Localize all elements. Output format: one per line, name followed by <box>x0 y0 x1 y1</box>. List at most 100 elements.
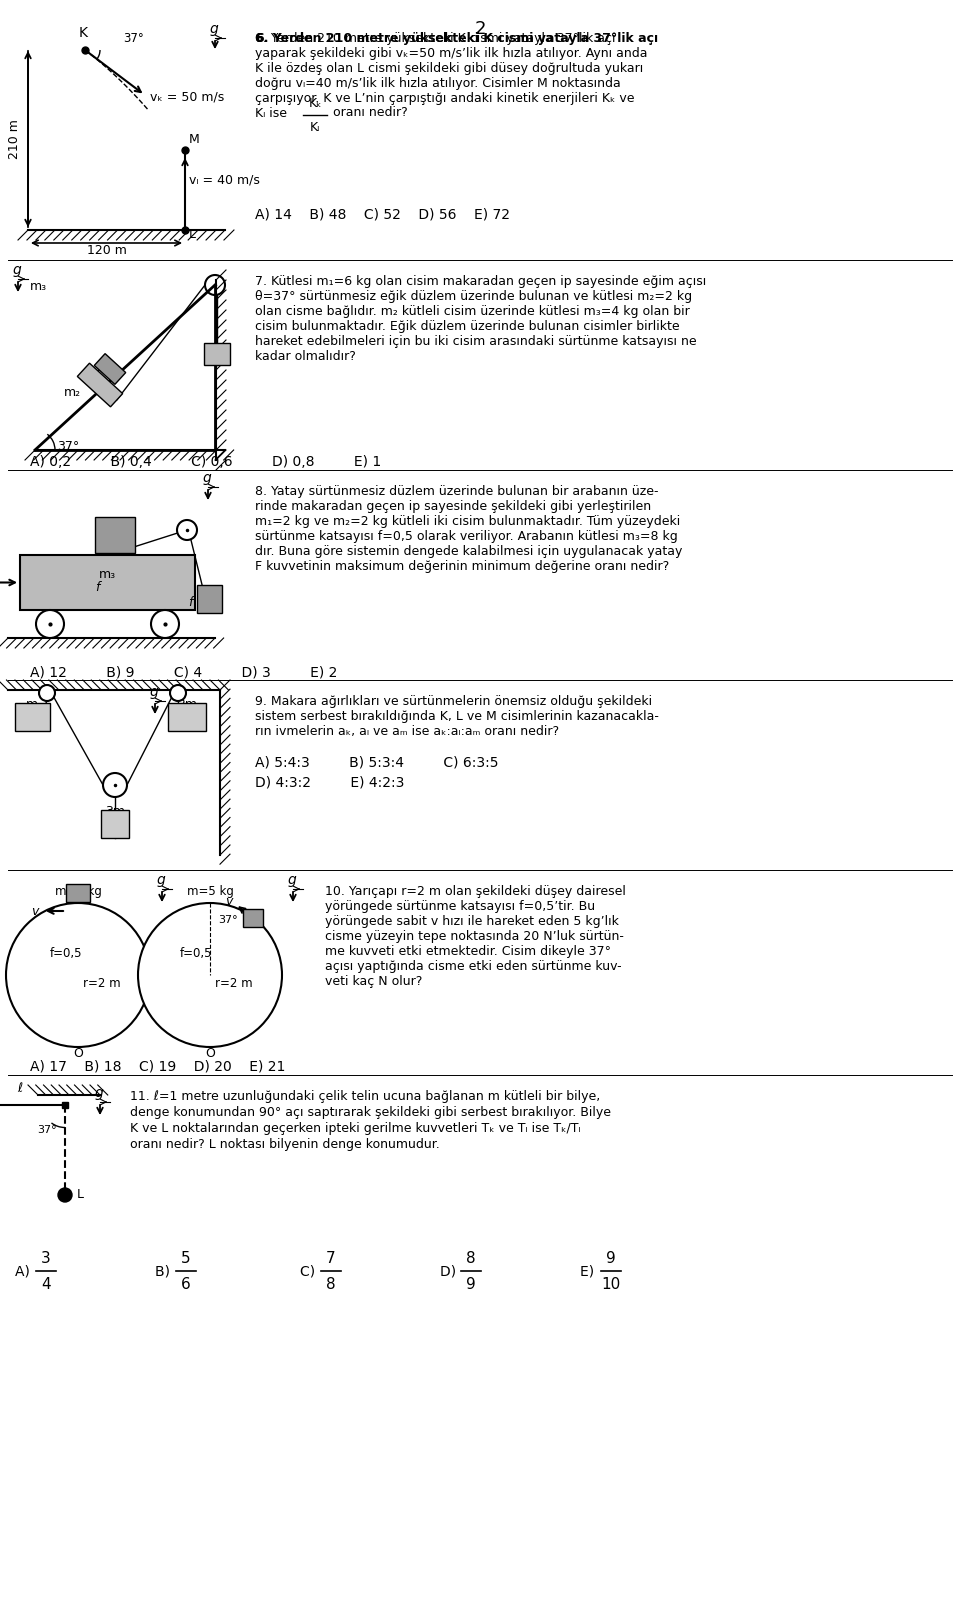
Text: 11. ℓ=1 metre uzunluğundaki çelik telin ucuna bağlanan m kütleli bir bilye,: 11. ℓ=1 metre uzunluğundaki çelik telin … <box>130 1090 600 1103</box>
Text: yörüngede sabit v hızı ile hareket eden 5 kg’lık: yörüngede sabit v hızı ile hareket eden … <box>325 915 619 928</box>
Text: 8: 8 <box>467 1251 476 1266</box>
Text: g: g <box>156 873 165 887</box>
Text: f: f <box>188 596 192 609</box>
Text: v: v <box>226 895 232 908</box>
Text: K ile özdeş olan L cismi şekildeki gibi düsey doğrultuda yukarı: K ile özdeş olan L cismi şekildeki gibi … <box>255 62 643 74</box>
Text: 2: 2 <box>474 19 486 37</box>
Text: A) 17    B) 18    C) 19    D) 20    E) 21: A) 17 B) 18 C) 19 D) 20 E) 21 <box>30 1060 285 1073</box>
Text: A) 12         B) 9         C) 4         D) 3         E) 2: A) 12 B) 9 C) 4 D) 3 E) 2 <box>30 665 337 678</box>
Text: A): A) <box>15 1264 35 1277</box>
Text: g: g <box>150 685 158 699</box>
Text: 3m: 3m <box>105 805 125 818</box>
Text: 37°: 37° <box>57 440 80 453</box>
Text: yörüngede sürtünme katsayısı f=0,5’tir. Bu: yörüngede sürtünme katsayısı f=0,5’tir. … <box>325 900 595 913</box>
Bar <box>197 584 222 614</box>
Text: veti kaç N olur?: veti kaç N olur? <box>325 975 422 988</box>
Text: f=0,5: f=0,5 <box>50 947 83 960</box>
Text: doğru vₗ=40 m/s’lik ilk hızla atılıyor. Cisimler M noktasında: doğru vₗ=40 m/s’lik ilk hızla atılıyor. … <box>255 78 621 91</box>
Text: g: g <box>95 1086 104 1099</box>
Text: 37°: 37° <box>218 915 238 924</box>
Circle shape <box>151 610 179 638</box>
Text: m₁=2 kg ve m₂=2 kg kütleli iki cisim bulunmaktadır. Tüm yüzeydeki: m₁=2 kg ve m₂=2 kg kütleli iki cisim bul… <box>255 515 681 528</box>
Text: r=2 m: r=2 m <box>215 976 252 989</box>
Text: m₁: m₁ <box>107 528 124 541</box>
Text: v: v <box>31 905 38 918</box>
Text: O: O <box>205 1047 215 1060</box>
Text: f: f <box>95 581 100 594</box>
Bar <box>204 343 230 364</box>
Text: K ve L noktalarından geçerken ipteki gerilme kuvvetleri Tₖ ve Tₗ ise Tₖ/Tₗ: K ve L noktalarından geçerken ipteki ger… <box>130 1122 581 1135</box>
Text: m₂: m₂ <box>63 387 81 400</box>
Text: D): D) <box>440 1264 461 1277</box>
Bar <box>243 910 263 928</box>
Text: 5: 5 <box>181 1251 191 1266</box>
Text: 9: 9 <box>467 1277 476 1292</box>
Text: A) 5:4:3         B) 5:3:4         C) 6:3:5: A) 5:4:3 B) 5:3:4 C) 6:3:5 <box>255 754 498 769</box>
Text: 37°: 37° <box>123 32 144 45</box>
Circle shape <box>103 772 127 797</box>
Text: L: L <box>183 711 191 724</box>
Bar <box>20 555 195 610</box>
Text: O: O <box>73 1047 83 1060</box>
Text: g: g <box>203 471 211 486</box>
Text: sistem serbest bırakıldığında K, L ve M cisimlerinin kazanacakla-: sistem serbest bırakıldığında K, L ve M … <box>255 711 659 724</box>
Text: m₃: m₃ <box>30 280 47 293</box>
Bar <box>66 884 90 902</box>
Circle shape <box>39 685 55 701</box>
Text: K: K <box>79 26 87 40</box>
Text: Kₖ: Kₖ <box>308 97 322 110</box>
Text: M: M <box>189 133 200 146</box>
Text: m₂: m₂ <box>202 594 217 604</box>
Text: oranı nedir? L noktası bilyenin denge konumudur.: oranı nedir? L noktası bilyenin denge ko… <box>130 1138 440 1151</box>
Text: cisim bulunmaktadır. Eğik düzlem üzerinde bulunan cisimler birlikte: cisim bulunmaktadır. Eğik düzlem üzerind… <box>255 321 680 334</box>
Text: D) 4:3:2         E) 4:2:3: D) 4:3:2 E) 4:2:3 <box>255 776 404 788</box>
Text: B): B) <box>155 1264 175 1277</box>
Text: me kuvveti etki etmektedir. Cisim dikeyle 37°: me kuvveti etki etmektedir. Cisim dikeyl… <box>325 945 611 958</box>
Text: F kuvvetinin maksimum değerinin minimum değerine oranı nedir?: F kuvvetinin maksimum değerinin minimum … <box>255 560 669 573</box>
Text: 6: 6 <box>181 1277 191 1292</box>
Polygon shape <box>78 363 123 406</box>
Text: f: f <box>93 371 97 384</box>
Text: 120 m: 120 m <box>86 243 127 256</box>
Text: 6. Yerden 210 metre yüksekteki K cismi yatayla 37°lik açı: 6. Yerden 210 metre yüksekteki K cismi y… <box>255 32 615 45</box>
Text: vₗ = 40 m/s: vₗ = 40 m/s <box>189 173 260 186</box>
Text: f=0,5: f=0,5 <box>180 947 212 960</box>
Bar <box>168 703 206 732</box>
Text: 8. Yatay sürtünmesiz düzlem üzerinde bulunan bir arabanın üze-: 8. Yatay sürtünmesiz düzlem üzerinde bul… <box>255 486 659 499</box>
Text: 8: 8 <box>326 1277 336 1292</box>
Text: m₃: m₃ <box>99 568 116 581</box>
Text: Kₗ ise: Kₗ ise <box>255 107 291 120</box>
Text: 7. Kütlesi m₁=6 kg olan cisim makaradan geçen ip sayesinde eğim açısı: 7. Kütlesi m₁=6 kg olan cisim makaradan … <box>255 275 707 288</box>
Text: r=2 m: r=2 m <box>83 976 121 989</box>
Text: m=5 kg: m=5 kg <box>55 886 102 899</box>
Text: hareket edebilmeleri için bu iki cisim arasındaki sürtünme katsayısı ne: hareket edebilmeleri için bu iki cisim a… <box>255 335 697 348</box>
Text: çarpışıyor. K ve L’nin çarpıştığı andaki kinetik enerjileri Kₖ ve: çarpışıyor. K ve L’nin çarpıştığı andaki… <box>255 92 635 105</box>
Bar <box>95 516 135 554</box>
Text: açısı yaptığında cisme etki eden sürtünme kuv-: açısı yaptığında cisme etki eden sürtünm… <box>325 960 622 973</box>
Circle shape <box>6 903 150 1047</box>
Text: 210 m: 210 m <box>9 120 21 159</box>
Text: vₖ = 50 m/s: vₖ = 50 m/s <box>150 91 224 104</box>
Text: olan cisme bağlıdır. m₂ kütleli cisim üzerinde kütlesi m₃=4 kg olan bir: olan cisme bağlıdır. m₂ kütleli cisim üz… <box>255 304 689 317</box>
Text: oranı nedir?: oranı nedir? <box>329 107 408 120</box>
Text: 10: 10 <box>601 1277 620 1292</box>
Bar <box>15 703 50 732</box>
Text: rinde makaradan geçen ip sayesinde şekildeki gibi yerleştirilen: rinde makaradan geçen ip sayesinde şekil… <box>255 500 651 513</box>
Text: dır. Buna göre sistemin dengede kalabilmesi için uygulanacak yatay: dır. Buna göre sistemin dengede kalabilm… <box>255 546 683 559</box>
Text: m=5 kg: m=5 kg <box>186 886 233 899</box>
Text: Kₗ: Kₗ <box>310 121 320 134</box>
Circle shape <box>138 903 282 1047</box>
Text: 37°: 37° <box>37 1125 57 1135</box>
Text: 9: 9 <box>606 1251 616 1266</box>
Text: A) 0,2         B) 0,4         C) 0,6         D) 0,8         E) 1: A) 0,2 B) 0,4 C) 0,6 D) 0,8 E) 1 <box>30 455 381 470</box>
Polygon shape <box>94 353 126 384</box>
Text: kadar olmalıdır?: kadar olmalıdır? <box>255 350 356 363</box>
Circle shape <box>36 610 64 638</box>
Text: 6.: 6. <box>255 32 269 45</box>
Text: 4: 4 <box>41 1277 51 1292</box>
Text: 6. Yerden 210 metre yüksekteki K cismi yatayla 37°lik açı: 6. Yerden 210 metre yüksekteki K cismi y… <box>255 32 659 45</box>
Text: 7: 7 <box>326 1251 336 1266</box>
Text: ℓ: ℓ <box>17 1081 23 1094</box>
Text: 3: 3 <box>41 1251 51 1266</box>
Text: 9. Makara ağırlıkları ve sürtünmelerin önemsiz olduğu şekildeki: 9. Makara ağırlıkları ve sürtünmelerin ö… <box>255 695 652 708</box>
